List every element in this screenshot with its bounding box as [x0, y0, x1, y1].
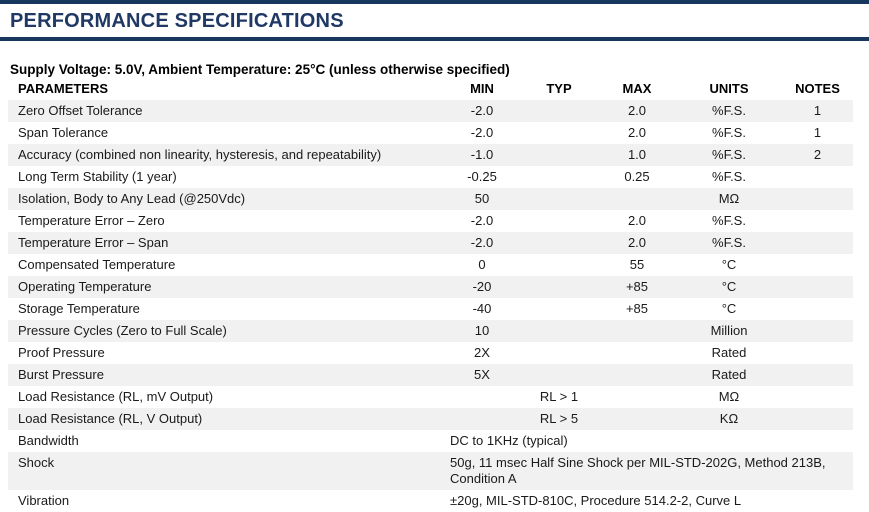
cell-units: %F.S. — [712, 235, 746, 250]
cell-parameter: Temperature Error – Zero — [18, 213, 165, 228]
cell-max: 2.0 — [627, 235, 647, 250]
cell-typ: RL > 5 — [539, 411, 579, 426]
cell-max: +85 — [625, 301, 649, 316]
cell-max: 2.0 — [627, 125, 647, 140]
cell-max: 2.0 — [627, 103, 647, 118]
title-underline-rule — [0, 37, 869, 41]
cell-units: KΩ — [719, 411, 739, 426]
table-body: Zero Offset Tolerance -2.0 2.0 %F.S. 1 S… — [8, 100, 853, 512]
table-row: Span Tolerance -2.0 2.0 %F.S. 1 — [8, 122, 853, 144]
cell-parameter: Bandwidth — [18, 433, 79, 448]
header-max: MAX — [622, 81, 652, 96]
cell-units: MΩ — [718, 191, 740, 206]
cell-units: °C — [721, 301, 737, 316]
cell-parameter: Proof Pressure — [18, 345, 105, 360]
cell-parameter: Storage Temperature — [18, 301, 140, 316]
table-header-row: PARAMETERS MIN TYP MAX UNITS NOTES — [8, 78, 853, 100]
cell-parameter: Temperature Error – Span — [18, 235, 169, 250]
cell-span-value: ±20g, MIL-STD-810C, Procedure 514.2-2, C… — [450, 493, 742, 508]
cell-max: 2.0 — [627, 213, 647, 228]
table-row: Burst Pressure 5X Rated — [8, 364, 853, 386]
header-parameters: PARAMETERS — [18, 81, 109, 96]
cell-min: -1.0 — [470, 147, 494, 162]
cell-typ: RL > 1 — [539, 389, 579, 404]
cell-min: 0 — [478, 257, 486, 272]
cell-parameter: Burst Pressure — [18, 367, 104, 382]
cell-parameter: Operating Temperature — [18, 279, 152, 294]
table-row: Vibration ±20g, MIL-STD-810C, Procedure … — [8, 490, 853, 512]
page-top-rule — [0, 0, 869, 4]
cell-min: -2.0 — [470, 213, 494, 228]
cell-units: %F.S. — [712, 147, 746, 162]
cell-notes: 1 — [813, 125, 822, 140]
table-row: Proof Pressure 2X Rated — [8, 342, 853, 364]
table-row: Pressure Cycles (Zero to Full Scale) 10 … — [8, 320, 853, 342]
cell-min: 10 — [474, 323, 490, 338]
table-row: Temperature Error – Span -2.0 2.0 %F.S. — [8, 232, 853, 254]
cell-units: Rated — [711, 367, 747, 382]
header-notes: NOTES — [795, 81, 840, 96]
cell-parameter: Vibration — [18, 493, 70, 508]
cell-units: Million — [710, 323, 748, 338]
cell-parameter: Zero Offset Tolerance — [18, 103, 143, 118]
cell-units: %F.S. — [712, 125, 746, 140]
cell-notes: 1 — [813, 103, 822, 118]
header-units: UNITS — [709, 81, 749, 96]
cell-units: MΩ — [718, 389, 740, 404]
cell-notes: 2 — [813, 147, 822, 162]
table-row: Isolation, Body to Any Lead (@250Vdc) 50… — [8, 188, 853, 210]
page-title: PERFORMANCE SPECIFICATIONS — [10, 10, 344, 32]
specifications-table: PARAMETERS MIN TYP MAX UNITS NOTES Zero … — [8, 78, 853, 512]
table-row: Load Resistance (RL, V Output) RL > 5 KΩ — [8, 408, 853, 430]
cell-min: -2.0 — [470, 103, 494, 118]
cell-min: -2.0 — [470, 125, 494, 140]
cell-min: 5X — [474, 367, 490, 382]
cell-parameter: Span Tolerance — [18, 125, 109, 140]
cell-parameter: Isolation, Body to Any Lead (@250Vdc) — [18, 191, 246, 206]
cell-max: 0.25 — [624, 169, 650, 184]
cell-parameter: Long Term Stability (1 year) — [18, 169, 177, 184]
cell-max: +85 — [625, 279, 649, 294]
cell-min: -2.0 — [470, 235, 494, 250]
table-row: Zero Offset Tolerance -2.0 2.0 %F.S. 1 — [8, 100, 853, 122]
cell-min: -40 — [472, 301, 492, 316]
cell-min: -0.25 — [467, 169, 497, 184]
header-typ: TYP — [546, 81, 572, 96]
cell-units: %F.S. — [712, 103, 746, 118]
cell-parameter: Load Resistance (RL, V Output) — [18, 411, 203, 426]
table-row: Temperature Error – Zero -2.0 2.0 %F.S. — [8, 210, 853, 232]
cell-span-value: 50g, 11 msec Half Sine Shock per MIL-STD… — [450, 455, 826, 486]
cell-parameter: Shock — [18, 455, 55, 470]
table-row: Operating Temperature -20 +85 °C — [8, 276, 853, 298]
table-row: Shock 50g, 11 msec Half Sine Shock per M… — [8, 452, 853, 490]
table-row: Load Resistance (RL, mV Output) RL > 1 M… — [8, 386, 853, 408]
cell-min: 2X — [474, 345, 490, 360]
table-row: Storage Temperature -40 +85 °C — [8, 298, 853, 320]
cell-parameter: Load Resistance (RL, mV Output) — [18, 389, 214, 404]
table-row: Bandwidth DC to 1KHz (typical) — [8, 430, 853, 452]
cell-span-value: DC to 1KHz (typical) — [450, 433, 568, 448]
cell-units: °C — [721, 279, 737, 294]
cell-min: 50 — [474, 191, 490, 206]
cell-parameter: Compensated Temperature — [18, 257, 176, 272]
cell-max: 1.0 — [627, 147, 647, 162]
test-conditions-line: Supply Voltage: 5.0V, Ambient Temperatur… — [10, 62, 510, 77]
cell-units: %F.S. — [712, 169, 746, 184]
header-min: MIN — [470, 81, 494, 96]
cell-parameter: Accuracy (combined non linearity, hyster… — [18, 147, 382, 162]
table-row: Long Term Stability (1 year) -0.25 0.25 … — [8, 166, 853, 188]
cell-units: %F.S. — [712, 213, 746, 228]
table-row: Compensated Temperature 0 55 °C — [8, 254, 853, 276]
cell-parameter: Pressure Cycles (Zero to Full Scale) — [18, 323, 227, 338]
cell-min: -20 — [472, 279, 492, 294]
table-row: Accuracy (combined non linearity, hyster… — [8, 144, 853, 166]
cell-units: Rated — [711, 345, 747, 360]
cell-max: 55 — [629, 257, 645, 272]
cell-units: °C — [721, 257, 737, 272]
